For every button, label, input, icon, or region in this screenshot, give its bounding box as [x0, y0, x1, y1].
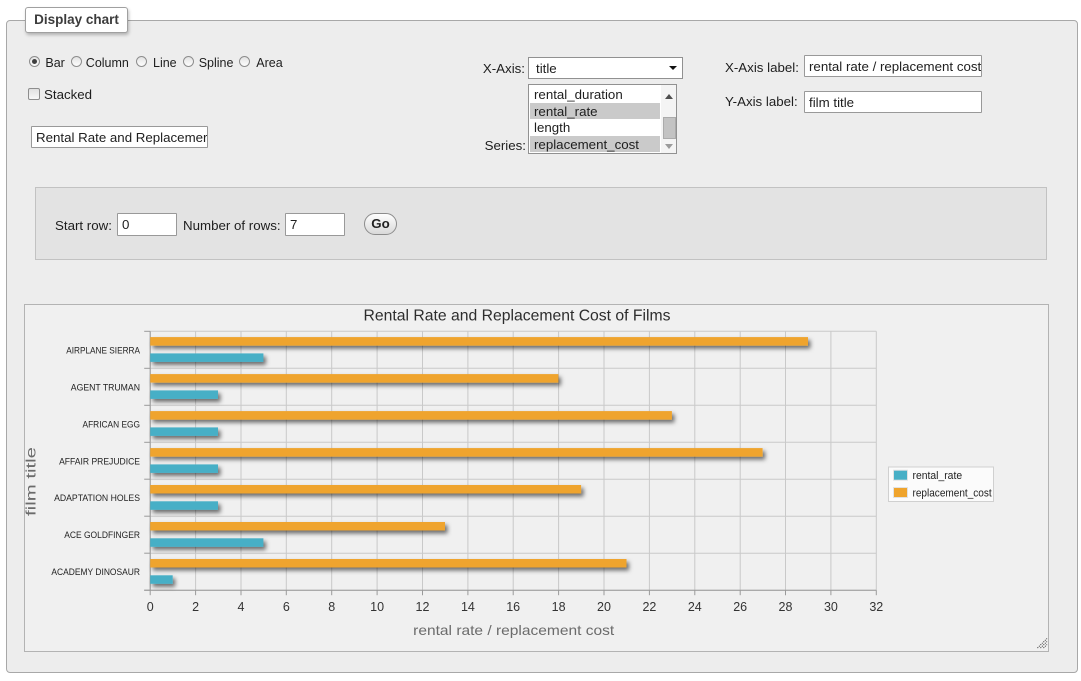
svg-text:30: 30: [824, 600, 838, 614]
svg-text:rental_rate: rental_rate: [913, 470, 963, 482]
svg-text:26: 26: [733, 600, 747, 614]
svg-text:32: 32: [869, 600, 883, 614]
svg-text:rental rate / replacement cost: rental rate / replacement cost: [413, 622, 614, 638]
svg-text:6: 6: [283, 600, 290, 614]
svg-text:10: 10: [370, 600, 384, 614]
svg-text:0: 0: [147, 600, 154, 614]
svg-text:20: 20: [597, 600, 611, 614]
svg-text:AFRICAN EGG: AFRICAN EGG: [83, 419, 141, 430]
svg-text:22: 22: [642, 600, 656, 614]
svg-text:18: 18: [552, 600, 566, 614]
svg-text:ACADEMY DINOSAUR: ACADEMY DINOSAUR: [51, 567, 140, 578]
svg-text:28: 28: [779, 600, 793, 614]
svg-text:AIRPLANE SIERRA: AIRPLANE SIERRA: [66, 345, 140, 356]
svg-text:film title: film title: [25, 447, 38, 516]
svg-text:16: 16: [506, 600, 520, 614]
svg-text:AFFAIR PREJUDICE: AFFAIR PREJUDICE: [59, 456, 140, 467]
svg-text:2: 2: [192, 600, 199, 614]
svg-text:AGENT TRUMAN: AGENT TRUMAN: [71, 382, 140, 393]
svg-text:replacement_cost: replacement_cost: [913, 487, 992, 499]
svg-text:Rental Rate and Replacement Co: Rental Rate and Replacement Cost of Film…: [364, 308, 671, 325]
svg-text:ADAPTATION HOLES: ADAPTATION HOLES: [54, 493, 140, 504]
svg-text:ACE GOLDFINGER: ACE GOLDFINGER: [64, 530, 140, 541]
svg-text:12: 12: [416, 600, 430, 614]
svg-text:24: 24: [688, 600, 702, 614]
svg-text:14: 14: [461, 600, 475, 614]
svg-text:8: 8: [328, 600, 335, 614]
svg-text:4: 4: [238, 600, 245, 614]
